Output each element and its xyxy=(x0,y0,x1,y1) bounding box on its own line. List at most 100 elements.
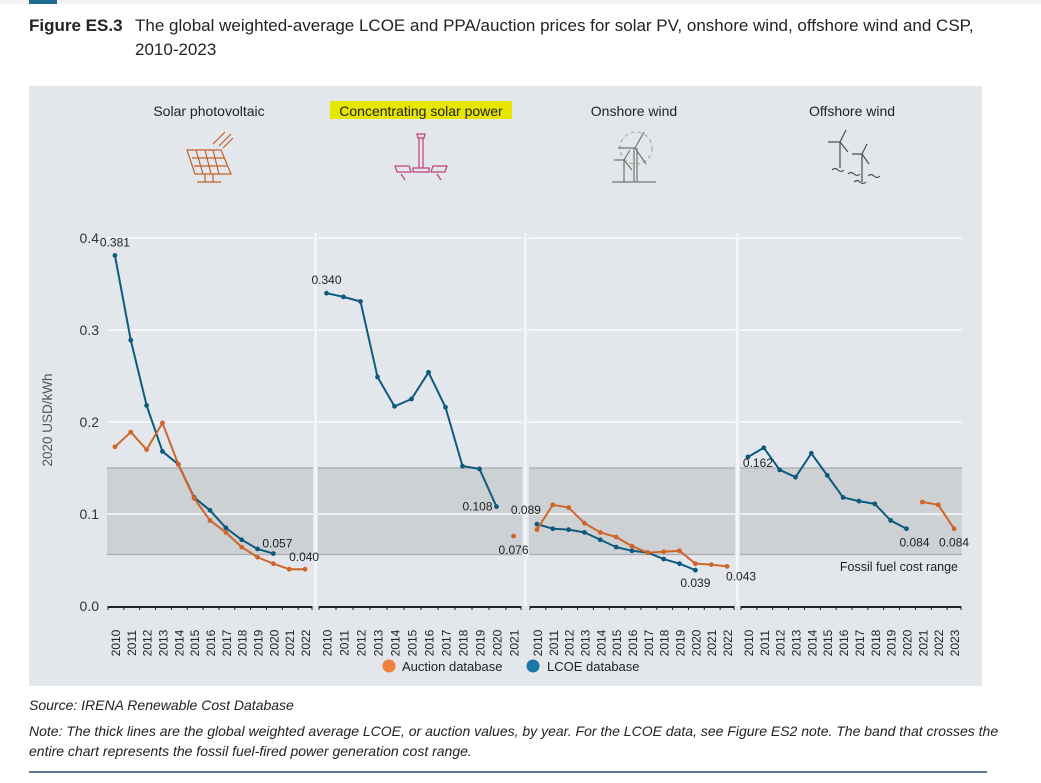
lcoe-point xyxy=(375,374,380,380)
lcoe-point xyxy=(856,498,862,504)
x-tick-label: 2020 xyxy=(901,629,915,656)
auction-point xyxy=(661,549,667,555)
lcoe-point xyxy=(872,501,878,507)
lcoe-point xyxy=(904,526,909,532)
x-tick-label: 2019 xyxy=(674,629,688,656)
auction-point xyxy=(191,495,197,501)
panel-title: Solar photovoltaic xyxy=(153,103,264,119)
auction-point xyxy=(207,518,213,523)
source-note: Source: IRENA Renewable Cost Database xyxy=(29,697,294,713)
x-tick-label: 2016 xyxy=(204,629,218,656)
x-tick-label: 2011 xyxy=(338,630,352,656)
data-label: 0.057 xyxy=(262,537,292,551)
lcoe-point xyxy=(677,561,682,567)
lcoe-point xyxy=(443,404,448,410)
top-bar xyxy=(0,0,1041,4)
auction-point xyxy=(708,562,714,567)
x-tick-label: 2021 xyxy=(508,629,522,656)
y-tick-label: 0.0 xyxy=(80,598,100,614)
x-tick-label: 2012 xyxy=(355,629,369,656)
auction-point xyxy=(239,544,245,550)
y-tick-label: 0.1 xyxy=(80,506,100,522)
x-tick-label: 2021 xyxy=(916,629,930,656)
onshore-wind-turbine-icon xyxy=(612,131,656,183)
lcoe-point xyxy=(160,449,165,454)
lcoe-point xyxy=(426,369,431,375)
x-tick-label: 2020 xyxy=(491,629,505,656)
auction-point xyxy=(511,533,516,539)
auction-point xyxy=(128,429,134,435)
offshore-wind-turbine-icon xyxy=(828,129,881,185)
x-tick-label: 2021 xyxy=(705,629,719,656)
lcoe-point xyxy=(550,526,556,532)
x-tick-label: 2022 xyxy=(299,629,313,656)
x-tick-label: 2012 xyxy=(141,629,155,656)
figure-caption: The global weighted-average LCOE and PPA… xyxy=(135,16,974,59)
lcoe-point xyxy=(566,527,572,533)
x-tick-label: 2014 xyxy=(389,629,403,656)
lcoe-point xyxy=(207,507,213,513)
panel-title: Offshore wind xyxy=(809,103,895,119)
lcoe-point xyxy=(223,525,229,531)
solar-panel-icon xyxy=(186,131,234,183)
footnote: Note: The thick lines are the global wei… xyxy=(29,723,999,759)
top-bar-accent xyxy=(29,0,57,4)
auction-point xyxy=(302,566,308,572)
x-tick-label: 2023 xyxy=(948,629,962,656)
lcoe-point xyxy=(888,518,894,523)
auction-point xyxy=(255,554,260,560)
legend-auction-label: Auction database xyxy=(402,659,502,674)
lcoe-point xyxy=(534,521,540,527)
lcoe-point xyxy=(270,551,276,556)
x-tick-label: 2010 xyxy=(531,629,545,656)
lcoe-point xyxy=(494,504,499,510)
lcoe-point xyxy=(392,403,397,409)
lcoe-point xyxy=(613,544,619,550)
csp-tower-icon xyxy=(394,133,448,181)
auction-point xyxy=(223,530,229,535)
x-tick-label: 2014 xyxy=(594,629,608,656)
auction-point xyxy=(286,566,292,572)
panel-title-highlight xyxy=(330,101,512,119)
lcoe-point xyxy=(477,466,482,472)
x-tick-label: 2016 xyxy=(626,629,640,656)
auction-point xyxy=(951,526,957,532)
lcoe-point xyxy=(661,556,667,562)
x-tick-label: 2018 xyxy=(869,629,883,656)
x-tick-label: 2011 xyxy=(547,630,561,656)
lcoe-point xyxy=(793,474,798,480)
auction-point xyxy=(724,564,730,569)
auction-point xyxy=(692,561,698,567)
y-tick-label: 0.2 xyxy=(80,414,100,430)
data-label: 0.340 xyxy=(311,273,341,287)
lcoe-point xyxy=(777,467,783,473)
lcoe-point xyxy=(341,294,346,300)
y-axis-label: 2020 USD/kWh xyxy=(40,373,55,466)
x-tick-label: 2013 xyxy=(156,629,170,656)
x-tick-label: 2015 xyxy=(610,629,624,656)
x-tick-label: 2010 xyxy=(109,629,123,656)
y-tick-label: 0.4 xyxy=(80,230,100,246)
lcoe-point xyxy=(144,403,150,408)
data-label: 0.084 xyxy=(899,536,929,550)
auction-point xyxy=(550,502,556,508)
x-tick-label: 2019 xyxy=(474,629,488,656)
x-tick-label: 2016 xyxy=(837,629,851,656)
data-label: 0.381 xyxy=(100,235,130,249)
figure-title: Figure ES.3 The global weighted-average … xyxy=(29,14,1019,59)
auction-point xyxy=(645,550,651,556)
x-tick-label: 2014 xyxy=(805,629,819,656)
x-tick-label: 2013 xyxy=(578,629,592,656)
auction-point xyxy=(613,534,619,540)
data-label: 0.084 xyxy=(939,536,969,550)
x-tick-label: 2018 xyxy=(658,629,672,656)
x-tick-label: 2015 xyxy=(188,629,202,656)
auction-point xyxy=(582,520,587,526)
fossil-band xyxy=(740,468,962,555)
auction-point xyxy=(566,505,572,510)
fossil-band xyxy=(529,468,735,555)
lcoe-point xyxy=(824,472,830,478)
lcoe-point xyxy=(629,548,635,554)
lcoe-point xyxy=(112,253,118,258)
x-tick-label: 2018 xyxy=(236,629,250,656)
